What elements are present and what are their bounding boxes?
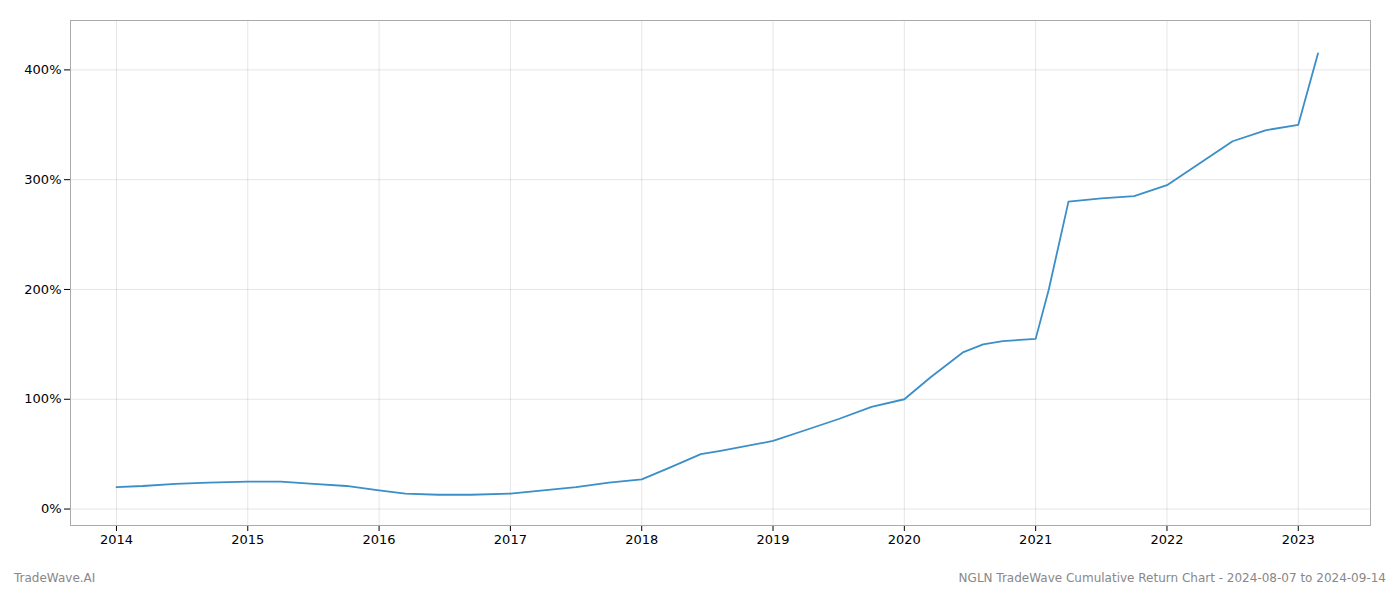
svg-text:100%: 100% bbox=[24, 391, 61, 406]
svg-text:300%: 300% bbox=[24, 172, 61, 187]
svg-text:2016: 2016 bbox=[363, 532, 396, 547]
svg-text:2014: 2014 bbox=[100, 532, 133, 547]
svg-text:2019: 2019 bbox=[756, 532, 789, 547]
svg-text:2018: 2018 bbox=[625, 532, 658, 547]
svg-text:2023: 2023 bbox=[1282, 532, 1315, 547]
svg-text:0%: 0% bbox=[41, 501, 62, 516]
svg-text:2015: 2015 bbox=[231, 532, 264, 547]
svg-text:2022: 2022 bbox=[1150, 532, 1183, 547]
html-text:NGLN TradeWave Cumulative Retu: NGLN TradeWave Cumulative Return Chart -… bbox=[958, 571, 1386, 585]
svg-text:400%: 400% bbox=[24, 62, 61, 77]
svg-text:2017: 2017 bbox=[494, 532, 527, 547]
svg-text:2020: 2020 bbox=[888, 532, 921, 547]
html-text:TradeWave.AI: TradeWave.AI bbox=[14, 571, 96, 585]
svg-text:200%: 200% bbox=[24, 282, 61, 297]
svg-text:2021: 2021 bbox=[1019, 532, 1052, 547]
